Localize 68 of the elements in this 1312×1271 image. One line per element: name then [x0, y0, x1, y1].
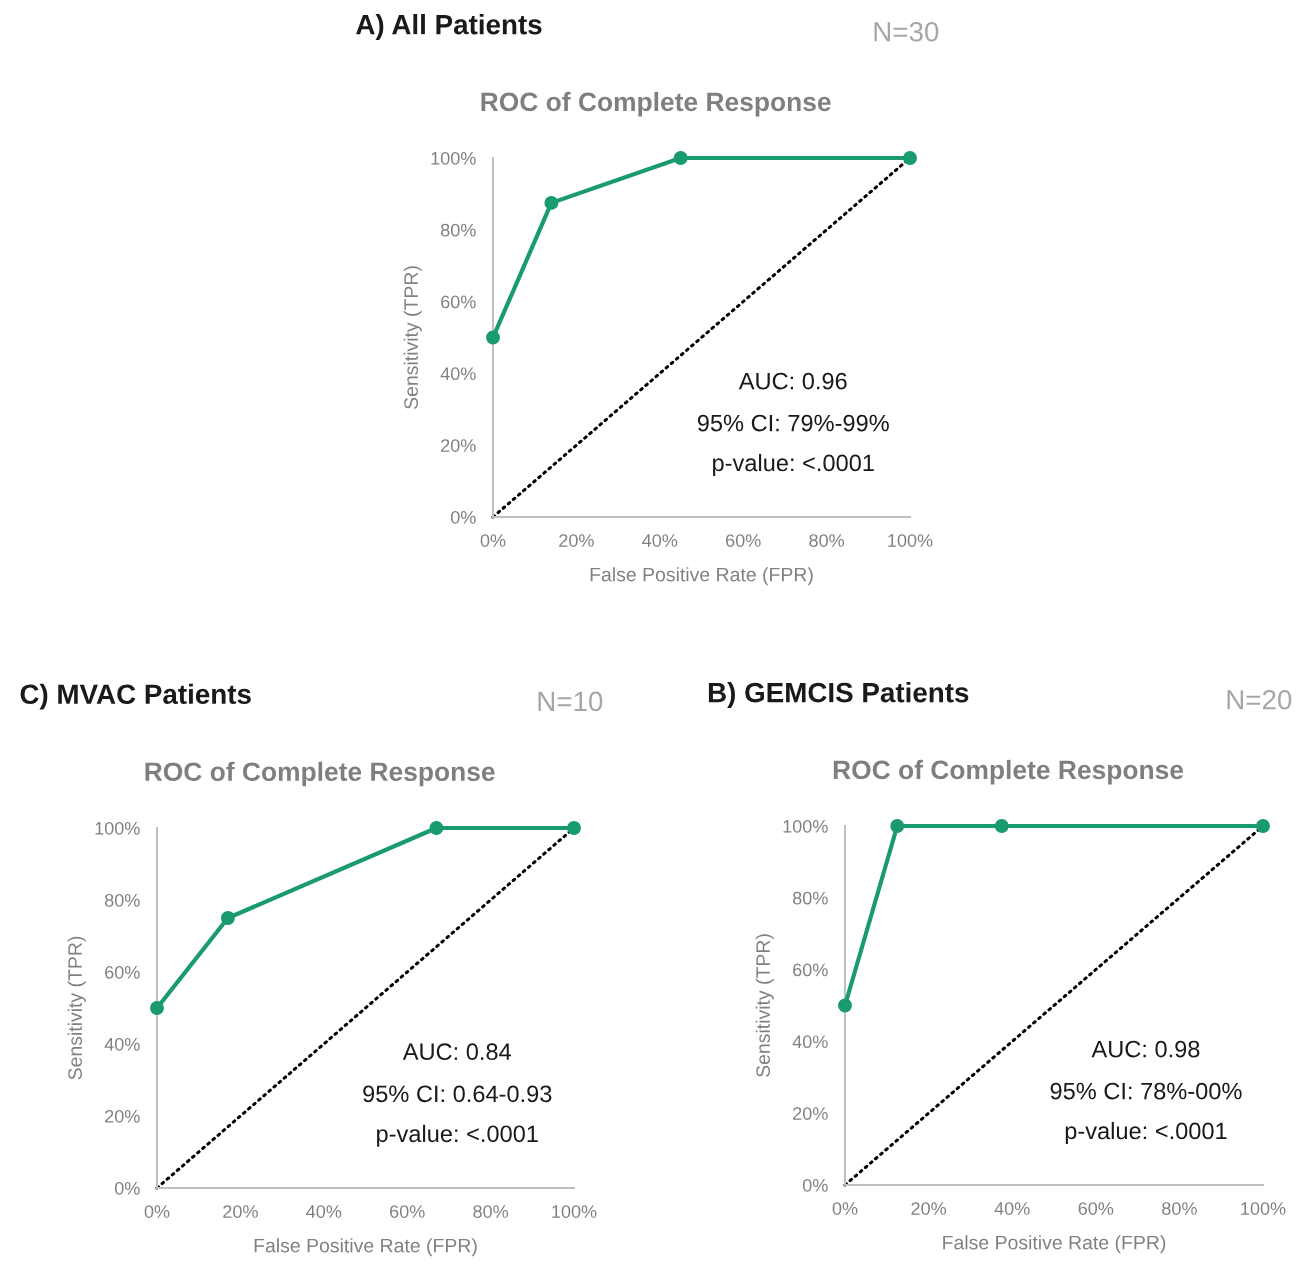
annotation: p-value: <.0001	[377, 1124, 538, 1147]
y-tick-label: 20%	[793, 1107, 828, 1120]
y-tick-label: 80%	[104, 893, 140, 907]
x-tick-label: 80%	[809, 534, 845, 547]
y-axis-title: Sensitivity (TPR)	[755, 934, 774, 1077]
annotation: 95% CI: 0.64-0.93	[363, 1085, 552, 1103]
y-tick-label: 100%	[431, 151, 476, 165]
x-tick-label: 80%	[1162, 1202, 1197, 1215]
chart-subtitle: ROC of Complete Response	[833, 759, 1184, 785]
x-tick-label: 0%	[144, 1205, 170, 1218]
x-tick-label: 40%	[642, 534, 678, 547]
text: N=10	[538, 691, 603, 712]
annotation: AUC: 0.84	[402, 1043, 512, 1061]
y-tick-label: 20%	[441, 439, 476, 452]
y-tick-label: 60%	[105, 965, 140, 979]
x-axis-title: False Positive Rate (FPR)	[590, 567, 813, 586]
x-tick-label: 100%	[552, 1205, 597, 1218]
x-tick-label: 100%	[888, 534, 933, 547]
chart-subtitle: ROC of Complete Response	[481, 91, 831, 117]
annotation: 95% CI: 79%-99%	[697, 414, 889, 432]
y-axis-title: Sensitivity (TPR)	[67, 936, 86, 1080]
point	[486, 330, 500, 345]
x-tick-label: 0%	[480, 534, 506, 547]
x-axis-title: False Positive Rate (FPR)	[943, 1235, 1166, 1254]
x-tick-label: 20%	[911, 1202, 947, 1215]
y-tick-label: 20%	[105, 1109, 140, 1123]
point	[567, 821, 581, 835]
point	[903, 151, 917, 165]
y-tick-label: 60%	[793, 963, 828, 977]
y-tick-label: 60%	[441, 295, 476, 309]
point	[544, 195, 559, 210]
y-tick-label: 40%	[792, 1035, 828, 1049]
x-tick-label: 0%	[832, 1202, 858, 1215]
chart-title: C) MVAC Patients	[20, 683, 251, 710]
y-tick-label: 100%	[95, 821, 140, 835]
chart-subtitle: ROC of Complete Response	[145, 761, 495, 787]
annotation: p-value: <.0001	[713, 453, 874, 476]
x-tick-label: 20%	[223, 1205, 258, 1218]
y-tick-label: 0%	[802, 1178, 828, 1192]
text: N=20	[1227, 689, 1292, 710]
y-tick-label: 40%	[440, 367, 476, 381]
x-tick-label: 60%	[726, 534, 761, 547]
y-tick-label: 0%	[450, 510, 476, 524]
point	[429, 821, 444, 835]
x-tick-label: 60%	[390, 1205, 425, 1218]
x-tick-label: 80%	[473, 1205, 509, 1218]
point	[220, 911, 235, 925]
y-tick-label: 80%	[440, 223, 476, 237]
y-tick-label: 100%	[783, 819, 828, 833]
annotation: AUC: 0.96	[738, 372, 847, 390]
x-tick-label: 20%	[559, 534, 594, 547]
y-tick-label: 40%	[104, 1037, 140, 1051]
point	[673, 151, 688, 165]
chart-title: B) GEMCIS Patients	[708, 682, 969, 708]
x-axis-title: False Positive Rate (FPR)	[254, 1238, 477, 1257]
y-tick-label: 0%	[114, 1181, 140, 1195]
text: N=30	[874, 21, 939, 42]
x-tick-label: 60%	[1078, 1202, 1114, 1215]
point	[150, 1001, 164, 1015]
y-tick-label: 80%	[792, 891, 828, 905]
x-tick-label: 100%	[1241, 1202, 1286, 1215]
x-tick-label: 40%	[994, 1202, 1030, 1215]
annotation: 95% CI: 78%-00%	[1050, 1082, 1242, 1100]
annotation: p-value: <.0001	[1065, 1121, 1227, 1144]
x-tick-label: 40%	[306, 1205, 342, 1218]
y-axis-title: Sensitivity (TPR)	[403, 266, 422, 409]
chart-title: A) All Patients	[356, 14, 542, 40]
annotation: AUC: 0.98	[1091, 1040, 1200, 1058]
